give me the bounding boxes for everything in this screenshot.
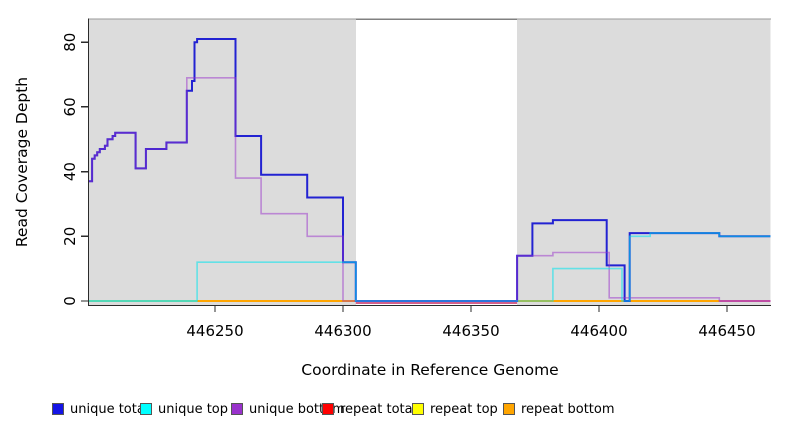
legend-swatch bbox=[412, 403, 424, 415]
legend-swatch bbox=[140, 403, 152, 415]
y-tick-label: 60 bbox=[61, 97, 79, 116]
y-tick-label: 0 bbox=[61, 296, 79, 306]
legend-item-unique-top: unique top bbox=[140, 399, 228, 419]
x-tick-label: 446450 bbox=[698, 322, 755, 340]
legend-label: unique top bbox=[158, 401, 229, 417]
x-tick-label: 446250 bbox=[186, 322, 243, 340]
legend-item-repeat-bottom: repeat bottom bbox=[503, 399, 615, 419]
x-tick-label: 446350 bbox=[442, 322, 499, 340]
legend-item-unique-bottom: unique bottom bbox=[231, 399, 345, 419]
region-shaded-left bbox=[88, 18, 356, 305]
axes: 446250 446300 446350 446400 446450 0 20 40 60 80 bbox=[61, 18, 771, 340]
legend-swatch bbox=[52, 403, 64, 415]
series-path-unique-bottom bbox=[88, 77, 771, 302]
legend-item-unique-total: unique total bbox=[52, 399, 148, 419]
legend: unique total unique top unique bottom repea… bbox=[0, 399, 792, 423]
legend-swatch bbox=[503, 403, 515, 415]
region-shaded-right bbox=[517, 18, 771, 305]
coverage-chart: 446250 446300 446350 446400 446450020406080 … bbox=[13, 18, 771, 379]
legend-label: repeat total bbox=[340, 401, 417, 417]
legend-swatch bbox=[231, 403, 243, 415]
y-tick-label: 20 bbox=[61, 227, 79, 246]
legend-label: repeat top bbox=[430, 401, 498, 417]
region-no-data-gap bbox=[355, 18, 518, 305]
legend-label: unique bottom bbox=[249, 401, 345, 417]
legend-item-repeat-top: repeat top bbox=[412, 399, 498, 419]
plot-panel bbox=[88, 18, 771, 305]
legend-label: unique total bbox=[70, 401, 149, 417]
y-tick-label: 40 bbox=[61, 162, 79, 181]
y-tick-label: 80 bbox=[61, 33, 79, 52]
legend-item-repeat-total: repeat total bbox=[322, 399, 416, 419]
x-axis-title: Coordinate in Reference Genome bbox=[301, 361, 558, 379]
y-axis-title: Read Coverage Depth bbox=[13, 77, 31, 247]
series-path-unique-top bbox=[88, 232, 771, 302]
legend-label: repeat bottom bbox=[521, 401, 615, 417]
x-tick-label: 446300 bbox=[314, 322, 371, 340]
x-tick-label: 446400 bbox=[570, 322, 627, 340]
legend-swatch bbox=[322, 403, 334, 415]
series-lines bbox=[88, 38, 771, 304]
